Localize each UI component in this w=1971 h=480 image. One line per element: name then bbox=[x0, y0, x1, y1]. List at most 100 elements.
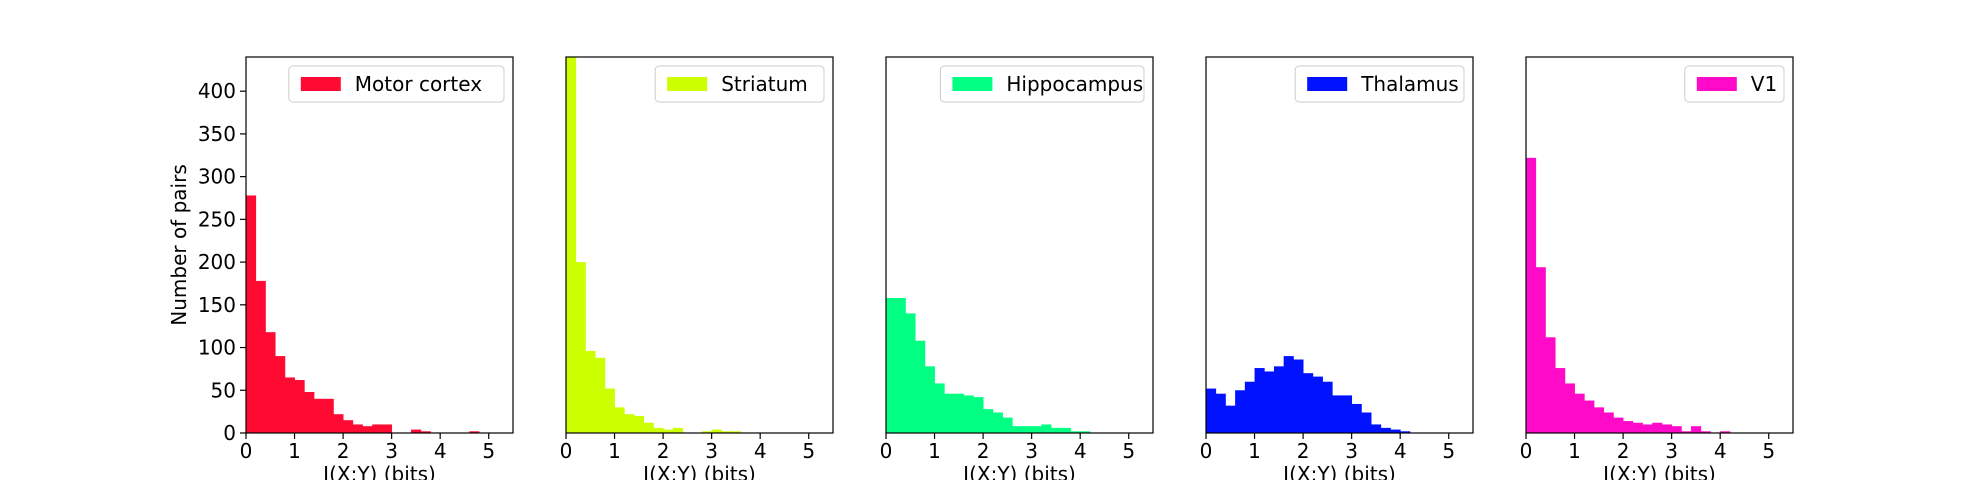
legend-box bbox=[939, 65, 1145, 103]
histogram-bar bbox=[1264, 371, 1275, 433]
histogram-bar bbox=[1555, 368, 1566, 433]
histogram-bar bbox=[1215, 393, 1226, 433]
histogram-bar bbox=[663, 429, 674, 433]
histogram-bar bbox=[953, 393, 965, 433]
legend-label: Thalamus bbox=[1360, 72, 1459, 96]
histogram-bar bbox=[313, 398, 325, 433]
x-tick-label: 5 bbox=[1442, 439, 1455, 463]
histogram-bar bbox=[633, 415, 645, 433]
histogram-bar bbox=[1720, 431, 1731, 433]
histogram-bar bbox=[1012, 426, 1023, 433]
histogram-bar bbox=[1060, 427, 1071, 433]
x-tick-label: 2 bbox=[657, 439, 670, 463]
histogram-bar bbox=[362, 426, 373, 433]
legend-box bbox=[288, 65, 505, 103]
histogram-bar bbox=[1652, 422, 1663, 433]
y-tick-label: 50 bbox=[211, 378, 236, 402]
legend-label: Striatum bbox=[721, 72, 808, 96]
x-tick-label: 0 bbox=[240, 439, 253, 463]
x-tick-label: 3 bbox=[385, 439, 398, 463]
legend-box bbox=[1294, 65, 1465, 103]
histogram-bar bbox=[343, 420, 354, 433]
histogram-bar bbox=[1293, 359, 1304, 433]
panel-3: 0 1 2 3 4 5 I(X;Y) (bits) Thalamus bbox=[1200, 56, 1474, 480]
axes-frame bbox=[885, 56, 1154, 434]
legend-swatch bbox=[952, 77, 993, 91]
x-tick-label: 4 bbox=[434, 439, 447, 463]
panel-2: 0 1 2 3 4 5 I(X;Y) (bits) Hippocampus bbox=[880, 56, 1154, 480]
histogram-bar bbox=[963, 395, 974, 433]
histogram-bar bbox=[915, 340, 926, 433]
histogram-bar bbox=[246, 195, 257, 433]
histogram-bar bbox=[420, 431, 431, 433]
histogram-bar bbox=[595, 357, 606, 433]
histogram-bar bbox=[323, 398, 334, 433]
legend-label: V1 bbox=[1751, 72, 1777, 96]
histogram-bar bbox=[1041, 424, 1052, 433]
histogram-bar bbox=[575, 262, 586, 433]
histogram-bar bbox=[1691, 426, 1702, 433]
histogram-bar bbox=[1400, 431, 1411, 433]
y-tick-label: 100 bbox=[198, 336, 236, 360]
histogram-bar bbox=[1206, 388, 1217, 433]
x-tick-label: 1 bbox=[1568, 439, 1581, 463]
histogram-bar bbox=[721, 431, 732, 433]
legend: Thalamus bbox=[1294, 65, 1465, 103]
histogram-bar bbox=[604, 388, 615, 433]
histogram-bar bbox=[672, 427, 683, 433]
histogram-bar bbox=[1244, 381, 1255, 433]
histogram-bar bbox=[294, 380, 305, 433]
axes-frame bbox=[1525, 56, 1794, 434]
y-tick-label: 350 bbox=[198, 122, 236, 146]
histogram-bar bbox=[1535, 267, 1546, 433]
x-tick-label: 1 bbox=[608, 439, 621, 463]
histogram-bar bbox=[944, 393, 955, 433]
histogram-bar bbox=[411, 429, 422, 433]
histogram-bar bbox=[1700, 431, 1711, 433]
histogram-bar bbox=[284, 377, 295, 433]
histogram-bar bbox=[1671, 426, 1682, 433]
x-tick-label: 4 bbox=[1394, 439, 1407, 463]
histogram-bar bbox=[1341, 395, 1353, 433]
legend: Motor cortex bbox=[288, 65, 505, 103]
histogram-bar bbox=[1332, 395, 1343, 433]
x-axis-label: I(X;Y) (bits) bbox=[323, 462, 436, 480]
histogram-bar bbox=[585, 350, 596, 433]
legend-swatch bbox=[300, 77, 341, 91]
x-tick-label: 2 bbox=[1297, 439, 1310, 463]
histogram-bar bbox=[1002, 417, 1013, 433]
histogram-bar bbox=[1312, 376, 1323, 433]
legend: Hippocampus bbox=[939, 65, 1145, 103]
histogram-bar bbox=[1235, 390, 1246, 433]
y-tick-label: 250 bbox=[198, 207, 236, 231]
histogram-bar bbox=[1380, 427, 1391, 433]
histogram-bar bbox=[255, 280, 266, 433]
x-tick-label: 3 bbox=[1665, 439, 1678, 463]
histogram-bar bbox=[992, 412, 1003, 433]
x-tick-label: 4 bbox=[754, 439, 767, 463]
histogram-bar bbox=[1080, 431, 1091, 433]
y-tick-label: 300 bbox=[198, 165, 236, 189]
legend-swatch bbox=[667, 77, 708, 91]
histogram-bar bbox=[983, 409, 994, 433]
histogram-bar bbox=[1351, 403, 1362, 433]
axes-frame bbox=[565, 56, 834, 434]
x-tick-label: 5 bbox=[482, 439, 495, 463]
histogram-bar bbox=[1254, 368, 1265, 433]
legend: Striatum bbox=[654, 65, 825, 103]
histogram-bar bbox=[1070, 431, 1081, 433]
histogram-bar bbox=[333, 414, 344, 433]
x-axis-label: I(X;Y) (bits) bbox=[643, 462, 756, 480]
x-tick-label: 1 bbox=[288, 439, 301, 463]
histogram-bar bbox=[1322, 381, 1333, 433]
histogram-bar bbox=[643, 422, 654, 433]
histogram-bar bbox=[1303, 373, 1314, 433]
y-tick-label: 400 bbox=[198, 79, 236, 103]
histogram-bar bbox=[1371, 424, 1382, 433]
histogram-bar bbox=[1564, 383, 1575, 433]
histogram-bar bbox=[1642, 424, 1653, 433]
x-tick-label: 2 bbox=[1617, 439, 1630, 463]
histogram-bar bbox=[265, 332, 276, 433]
x-tick-label: 2 bbox=[977, 439, 990, 463]
